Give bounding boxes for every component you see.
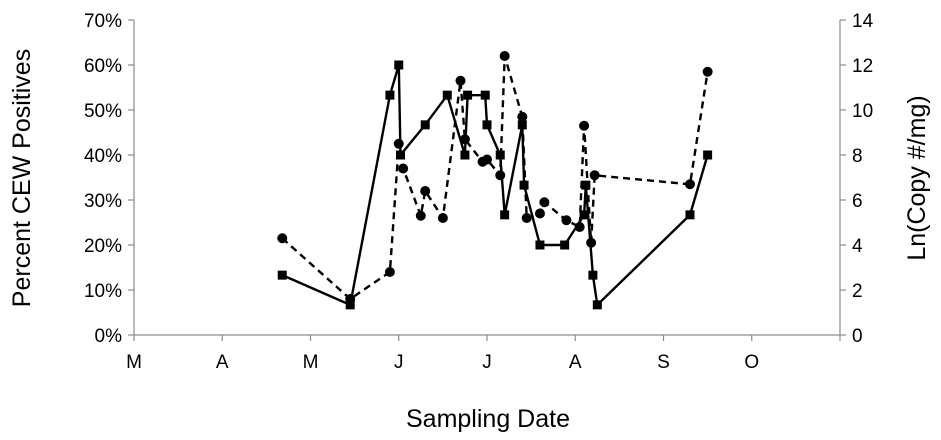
y-axis-left-title: Percent CEW Positives (8, 49, 36, 307)
square-marker (277, 270, 287, 280)
circle-marker (586, 237, 597, 248)
y-left-tick-label: 50% (84, 101, 122, 122)
y-right-tick-label: 8 (852, 146, 863, 167)
square-marker (442, 90, 452, 100)
y-right-tick-label: 0 (852, 326, 863, 347)
y-right-tick-label: 6 (852, 191, 863, 212)
circle-marker (579, 120, 590, 131)
square-marker (394, 60, 404, 70)
x-tick-label: J (394, 352, 404, 373)
axes-layer: 0% 10% 20% 30% 40% 50% 60% 70% 0 2 4 6 8 10 12 14 M A M J J A… (84, 11, 874, 373)
y-right-tick-label: 4 (852, 236, 863, 257)
y-left-tick-label: 40% (84, 146, 122, 167)
circle-marker (534, 208, 545, 219)
circle-marker (455, 75, 466, 86)
y-left-tick-label: 70% (84, 11, 122, 32)
circle-marker (589, 170, 600, 181)
y-right-tick-label: 12 (852, 56, 873, 77)
x-tick-label: O (744, 352, 759, 373)
square-marker (482, 120, 492, 130)
y-right-tick-label: 14 (852, 11, 874, 32)
y-left-tick-label: 60% (84, 56, 122, 77)
square-marker (460, 150, 470, 160)
circle-marker (702, 66, 713, 77)
square-marker (703, 150, 713, 160)
square-marker (385, 90, 395, 100)
series-1-line (281, 63, 709, 307)
x-tick-label: S (657, 352, 670, 373)
circle-marker (517, 111, 528, 122)
x-tick-label: M (126, 352, 142, 373)
circle-marker (437, 213, 448, 223)
series-2-line (281, 54, 709, 301)
series-layer (277, 51, 713, 310)
circle-marker (398, 163, 409, 174)
circle-marker (482, 154, 492, 165)
y-left-tick-label: 0% (95, 326, 123, 347)
circle-marker (684, 179, 695, 190)
square-marker (345, 300, 355, 310)
x-tick-label: J (482, 352, 492, 373)
circle-marker (521, 213, 532, 223)
circle-marker (499, 51, 510, 61)
square-marker (420, 120, 430, 130)
x-tick-label: A (569, 352, 582, 373)
circle-marker (345, 294, 356, 304)
x-tick-label: A (216, 352, 229, 373)
circle-marker (393, 138, 404, 149)
y-axis-right-title: Ln(Copy #/mg) (903, 95, 931, 260)
square-marker (519, 180, 529, 190)
x-tick-label: M (303, 352, 319, 373)
square-marker (560, 240, 570, 250)
y-left-tick-label: 30% (84, 191, 122, 212)
series-1 (277, 60, 713, 310)
y-left-tick-label: 20% (84, 236, 122, 257)
y-left-tick-label: 10% (84, 281, 122, 302)
circle-marker (420, 186, 431, 196)
square-marker (588, 270, 598, 280)
square-marker (592, 300, 602, 310)
series-2 (277, 51, 713, 304)
square-marker (535, 240, 545, 250)
circle-marker (384, 267, 395, 277)
circle-marker (495, 170, 506, 181)
square-marker (579, 210, 589, 220)
circle-marker (277, 233, 288, 244)
y-right-tick-label: 10 (852, 101, 873, 122)
circle-marker (561, 215, 572, 226)
circle-marker (574, 222, 585, 232)
square-marker (480, 90, 490, 100)
x-axis-title: Sampling Date (406, 405, 570, 433)
square-marker (581, 180, 591, 190)
square-marker (685, 210, 695, 220)
labels-layer: Sampling Date Percent CEW Positives Ln(C… (8, 49, 931, 433)
square-marker (463, 90, 473, 100)
circle-marker (539, 197, 550, 208)
y-right-tick-label: 2 (852, 281, 863, 302)
circle-marker (459, 134, 470, 145)
square-marker (500, 210, 510, 220)
circle-marker (415, 210, 426, 221)
